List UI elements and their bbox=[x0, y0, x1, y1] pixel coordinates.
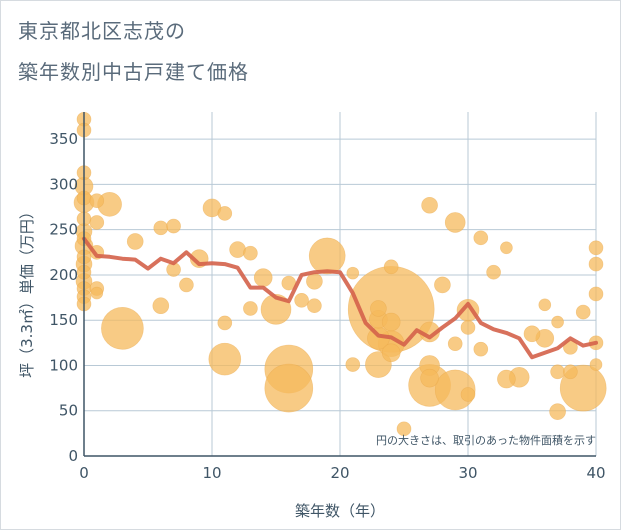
bubble-point bbox=[294, 292, 309, 308]
bubble-point bbox=[563, 364, 578, 380]
bubble-point bbox=[89, 193, 105, 209]
bubble-point bbox=[152, 297, 170, 315]
bubble-point bbox=[549, 403, 566, 420]
bubble-point bbox=[486, 264, 501, 280]
bubble-point bbox=[523, 325, 541, 343]
size-annotation: 円の大きさは、取引のあった物件面積を示す bbox=[376, 433, 596, 447]
bubble-point bbox=[551, 315, 564, 329]
y-tick-label: 100 bbox=[49, 356, 78, 374]
bubble-point bbox=[264, 363, 314, 413]
bubble-point bbox=[370, 300, 387, 317]
bubble-point bbox=[383, 259, 399, 275]
y-tick-label: 350 bbox=[49, 130, 78, 148]
bubble-point bbox=[550, 364, 565, 380]
bubble-point bbox=[538, 298, 552, 312]
bubble-point bbox=[253, 268, 273, 287]
x-tick-label: 10 bbox=[202, 464, 221, 482]
bubble-point bbox=[89, 215, 105, 230]
bubble-point bbox=[208, 342, 242, 376]
bubble-point bbox=[260, 294, 292, 325]
bubble-layer bbox=[73, 111, 607, 437]
tick-labels: 0 10 20 30 40 0 50 100 150 200 250 300 350 bbox=[49, 130, 605, 482]
bubble-point bbox=[217, 206, 233, 221]
y-tick-label: 150 bbox=[49, 311, 78, 329]
x-tick-label: 0 bbox=[79, 464, 89, 482]
y-tick-label: 200 bbox=[49, 266, 78, 284]
y-tick-label: 300 bbox=[49, 175, 78, 193]
bubble-point bbox=[243, 301, 258, 316]
x-tick-label: 30 bbox=[458, 464, 477, 482]
bubble-point bbox=[101, 307, 144, 350]
y-tick-label: 50 bbox=[59, 402, 78, 420]
bubble-point bbox=[473, 341, 489, 357]
bubble-point bbox=[588, 286, 604, 302]
axes bbox=[83, 112, 596, 457]
bubble-point bbox=[346, 266, 360, 280]
bubble-point bbox=[243, 245, 258, 261]
x-axis-label: 築年数（年） bbox=[295, 502, 385, 520]
bubble-point bbox=[345, 357, 361, 372]
bubble-point bbox=[179, 277, 194, 293]
y-tick-label: 250 bbox=[49, 221, 78, 239]
bubble-point bbox=[381, 343, 401, 363]
bubble-point bbox=[500, 241, 513, 255]
trend-layer bbox=[82, 236, 598, 360]
bubble-point bbox=[166, 218, 181, 234]
chart-title-line2: 築年数別中古戸建て価格 bbox=[18, 60, 249, 84]
bubble-point bbox=[460, 387, 476, 402]
bubble-point bbox=[396, 421, 412, 437]
bubble-point bbox=[588, 240, 604, 256]
bubble-point bbox=[497, 369, 516, 389]
bubble-point bbox=[381, 312, 401, 332]
bubble-point bbox=[575, 304, 591, 320]
bubble-point bbox=[460, 320, 476, 335]
x-tick-label: 20 bbox=[330, 464, 349, 482]
bubble-point bbox=[588, 256, 604, 272]
bubble-point bbox=[306, 272, 323, 290]
bubble-point bbox=[444, 212, 466, 233]
bubble-point bbox=[90, 286, 104, 300]
bubble-point bbox=[229, 241, 246, 258]
bubble-point bbox=[308, 237, 346, 275]
bubble-point bbox=[217, 315, 233, 331]
average-price-line bbox=[82, 236, 598, 360]
bubble-point bbox=[420, 368, 439, 388]
y-axis-label: 坪（3.3㎡）単価（万円） bbox=[18, 204, 36, 378]
x-tick-label: 40 bbox=[586, 464, 605, 482]
chart-title-line1: 東京都北区志茂の bbox=[18, 19, 186, 43]
bubble-point bbox=[447, 336, 463, 352]
bubble-point bbox=[421, 196, 438, 214]
y-tick-label: 0 bbox=[68, 447, 78, 465]
bubble-point bbox=[153, 220, 169, 236]
bubble-point bbox=[126, 233, 144, 250]
bubble-point bbox=[434, 276, 451, 294]
bubble-point bbox=[589, 358, 603, 371]
bubble-point bbox=[473, 230, 489, 246]
grid-lines bbox=[84, 112, 597, 456]
bubble-point bbox=[307, 298, 322, 314]
